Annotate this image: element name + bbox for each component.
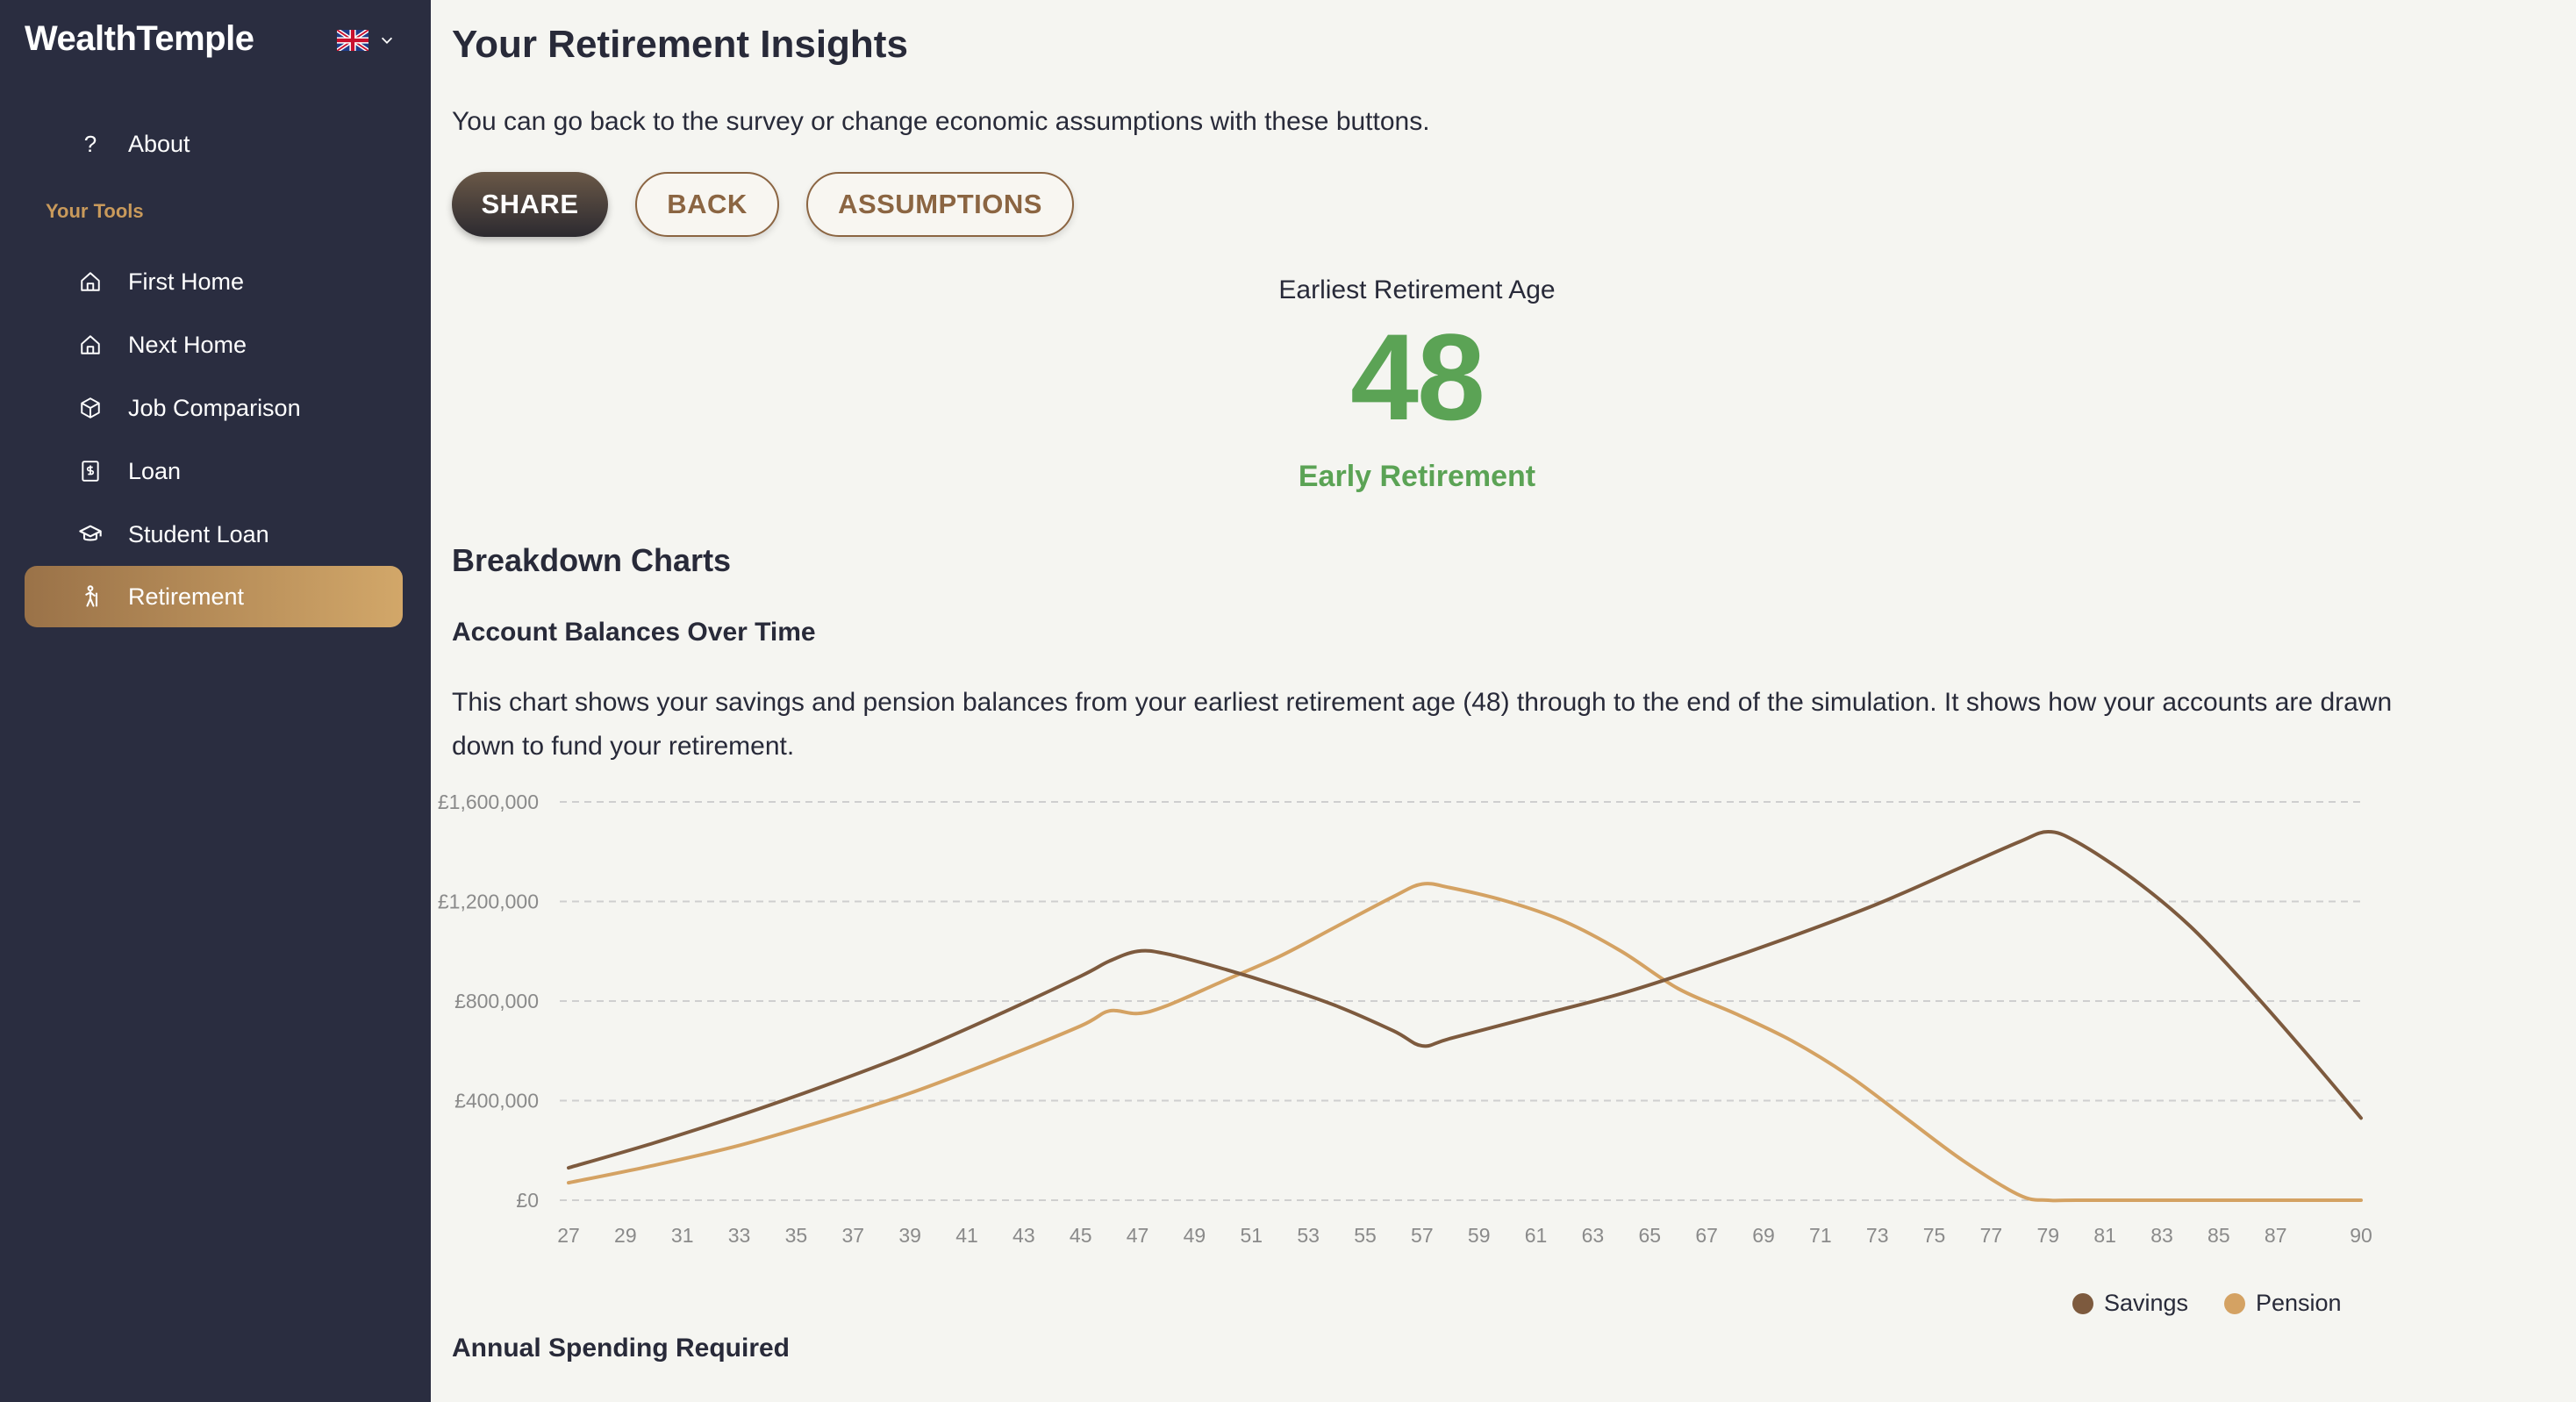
page-title: Your Retirement Insights xyxy=(452,23,908,66)
sidebar-item-label: Next Home xyxy=(128,331,247,358)
x-tick-label: 63 xyxy=(1582,1224,1605,1247)
sidebar-item-job-comparison[interactable]: Job Comparison xyxy=(25,377,403,439)
x-tick-label: 27 xyxy=(557,1224,580,1247)
x-tick-label: 85 xyxy=(2207,1224,2230,1247)
x-tick-label: 41 xyxy=(955,1224,978,1247)
cube-icon xyxy=(77,395,104,421)
x-tick-label: 81 xyxy=(2093,1224,2116,1247)
home-icon xyxy=(77,268,104,295)
x-tick-label: 75 xyxy=(1923,1224,1946,1247)
annual-spending-heading: Annual Spending Required xyxy=(452,1334,791,1363)
x-tick-label: 51 xyxy=(1240,1224,1263,1247)
x-tick-label: 69 xyxy=(1752,1224,1775,1247)
person-walking-icon xyxy=(77,583,104,610)
legend-item-savings[interactable]: Savings xyxy=(2072,1290,2188,1317)
sidebar: WealthTemple ? About Your Tools First Ho… xyxy=(0,0,431,1402)
sidebar-item-next-home[interactable]: Next Home xyxy=(25,314,403,376)
sidebar-item-label: About xyxy=(128,130,190,157)
legend-pension-label: Pension xyxy=(2256,1290,2342,1316)
question-icon: ? xyxy=(83,130,97,157)
earliest-retirement-age: 48 xyxy=(1350,308,1485,446)
sidebar-item-label: Loan xyxy=(128,457,182,484)
x-tick-label: 53 xyxy=(1297,1224,1320,1247)
y-tick-label: £400,000 xyxy=(454,1090,539,1112)
x-tick-label: 67 xyxy=(1695,1224,1718,1247)
y-tick-label: £800,000 xyxy=(454,990,539,1012)
x-tick-label: 79 xyxy=(2036,1224,2059,1247)
home-icon xyxy=(77,332,104,358)
x-tick-label: 87 xyxy=(2265,1224,2287,1247)
legend-savings-swatch xyxy=(2072,1292,2093,1314)
series-line-pension xyxy=(567,882,2363,1203)
language-selector[interactable] xyxy=(337,26,400,54)
x-tick-label: 37 xyxy=(841,1224,864,1247)
x-tick-label: 39 xyxy=(898,1224,921,1247)
y-tick-label: £1,600,000 xyxy=(438,790,539,813)
x-tick-label: 55 xyxy=(1354,1224,1377,1247)
x-tick-label: 65 xyxy=(1638,1224,1661,1247)
series-line-savings xyxy=(567,830,2363,1170)
x-tick-label: 73 xyxy=(1866,1224,1889,1247)
assumptions-button[interactable]: ASSUMPTIONS xyxy=(806,172,1074,237)
x-tick-label: 90 xyxy=(2350,1224,2372,1247)
x-tick-label: 83 xyxy=(2150,1224,2173,1247)
x-tick-label: 47 xyxy=(1127,1224,1149,1247)
section-label-your-tools: Your Tools xyxy=(46,200,144,222)
sidebar-item-label: Job Comparison xyxy=(128,394,301,421)
sidebar-item-label: Student Loan xyxy=(128,520,269,547)
share-button[interactable]: SHARE xyxy=(452,172,608,237)
x-tick-label: 57 xyxy=(1411,1224,1434,1247)
breakdown-heading: Breakdown Charts xyxy=(452,542,732,578)
main-content: Your Retirement Insights You can go back… xyxy=(431,0,2576,1402)
x-tick-label: 29 xyxy=(614,1224,637,1247)
x-tick-label: 61 xyxy=(1525,1224,1548,1247)
uk-flag-icon xyxy=(337,30,369,51)
x-tick-label: 77 xyxy=(1980,1224,2003,1247)
account-balances-chart: £0 £400,000 £800,000 £1,200,000 £1,600,000 27… xyxy=(438,790,2372,1247)
sidebar-item-loan[interactable]: Loan xyxy=(25,440,403,502)
x-tick-label: 35 xyxy=(785,1224,808,1247)
sidebar-item-student-loan[interactable]: Student Loan xyxy=(25,504,403,565)
chart-description: This chart shows your savings and pensio… xyxy=(452,688,2393,761)
back-button[interactable]: BACK xyxy=(635,172,779,237)
sidebar-item-retirement[interactable]: Retirement xyxy=(25,566,403,627)
sidebar-item-first-home[interactable]: First Home xyxy=(25,251,403,312)
x-tick-label: 59 xyxy=(1468,1224,1491,1247)
legend-savings-label: Savings xyxy=(2104,1290,2189,1316)
x-tick-label: 71 xyxy=(1809,1224,1832,1247)
chevron-down-icon xyxy=(381,37,393,44)
y-tick-label: £0 xyxy=(516,1189,539,1212)
retirement-status: Early Retirement xyxy=(1298,460,1536,493)
legend-item-pension[interactable]: Pension xyxy=(2224,1290,2342,1317)
x-tick-label: 31 xyxy=(671,1224,694,1247)
earliest-retirement-label: Earliest Retirement Age xyxy=(1278,275,1556,304)
chart-heading: Account Balances Over Time xyxy=(452,618,816,647)
x-tick-label: 45 xyxy=(1070,1224,1092,1247)
brand-logo[interactable]: WealthTemple xyxy=(25,19,254,58)
graduation-cap-icon xyxy=(77,521,104,547)
sidebar-item-label: First Home xyxy=(128,268,245,295)
x-tick-label: 49 xyxy=(1184,1224,1206,1247)
legend-pension-swatch xyxy=(2224,1292,2245,1314)
document-dollar-icon xyxy=(77,458,104,484)
y-tick-label: £1,200,000 xyxy=(438,891,539,913)
sidebar-item-label: Retirement xyxy=(128,583,245,610)
intro-text: You can go back to the survey or change … xyxy=(452,107,1430,136)
x-tick-label: 33 xyxy=(728,1224,751,1247)
sidebar-item-about[interactable]: ? About xyxy=(25,113,403,175)
x-tick-label: 43 xyxy=(1013,1224,1035,1247)
